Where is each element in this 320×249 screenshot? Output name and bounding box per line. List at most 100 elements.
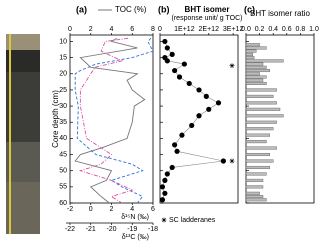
point [162, 190, 168, 196]
y-tick-label: 60 [59, 200, 67, 207]
x-tick-label: 6 [130, 26, 134, 33]
x-tick-label: -19 [127, 226, 137, 233]
bar [245, 195, 264, 199]
x-tick-label: 0.0 [241, 26, 251, 33]
bar [245, 65, 267, 69]
x-tick-label: 4 [130, 206, 134, 213]
x-tick-label: 0.4 [268, 26, 278, 33]
connector-line [162, 41, 224, 200]
core-photo [6, 34, 40, 234]
bar [245, 172, 267, 176]
bar [245, 153, 270, 157]
point [196, 87, 202, 93]
point [159, 184, 166, 190]
bar [245, 127, 274, 131]
y-tick-label: 10 [59, 38, 67, 45]
bar [245, 56, 255, 60]
bar [245, 101, 277, 105]
x-tick-label: 2 [89, 26, 93, 33]
marker [229, 63, 235, 69]
point [172, 142, 178, 148]
y-tick-label: 55 [59, 184, 67, 191]
y-tick-label: 50 [59, 168, 67, 175]
y-tick-label: 35 [59, 119, 67, 126]
point [164, 171, 170, 177]
point [162, 177, 168, 183]
panel-label: (b) [158, 4, 170, 14]
bar [245, 72, 260, 76]
x-tick-label: -21 [86, 226, 96, 233]
x-tick-label: 3E+12 [223, 26, 244, 33]
bar [245, 75, 267, 79]
y-axis-label: Core depth (cm) [51, 90, 60, 148]
bar [245, 140, 267, 144]
bar [245, 88, 277, 92]
y-tick-label: 25 [59, 87, 67, 94]
bar [245, 94, 274, 98]
point [215, 100, 222, 106]
y-tick-label: 30 [59, 103, 67, 110]
bar [245, 159, 274, 163]
bar [245, 114, 284, 118]
bar [245, 185, 264, 189]
marker [229, 158, 235, 164]
bar [245, 198, 267, 202]
panel-label: (c) [244, 4, 255, 14]
plot-frame [245, 34, 315, 204]
x-tick-label: 0.8 [296, 26, 306, 33]
bar [245, 46, 267, 50]
y-tick-label: 45 [59, 151, 67, 158]
legend-label: TOC (%) [115, 5, 147, 14]
x-tick-label: 0.6 [282, 26, 292, 33]
point [181, 61, 187, 67]
x-tick-label: -20 [106, 226, 116, 233]
x-tick-label: 6 [151, 206, 155, 213]
x-tick-label: -18 [148, 226, 158, 233]
point [174, 148, 180, 154]
x-tick-label: 0.2 [255, 26, 265, 33]
bar [245, 120, 277, 124]
bar [245, 165, 270, 169]
y-tick-label: 15 [59, 54, 67, 61]
x-tick-label: 8 [151, 26, 155, 33]
x-tick-label: 4 [110, 26, 114, 33]
bar [245, 43, 260, 47]
point [164, 45, 170, 51]
x-tick-label: 1.0 [309, 26, 319, 33]
bar [245, 49, 257, 53]
point [159, 197, 166, 203]
x-tick-label: 1E+12 [174, 26, 195, 33]
point [176, 74, 183, 80]
point [206, 106, 212, 112]
bar [245, 81, 267, 85]
bar [245, 178, 264, 182]
panel-label: (a) [76, 4, 87, 14]
bar [245, 107, 281, 111]
x-tick-label: -22 [65, 226, 75, 233]
series-line [78, 37, 134, 204]
bar [245, 191, 260, 195]
point [196, 113, 202, 119]
panel-title: BHT isomer ratio [250, 9, 310, 18]
bar [245, 59, 284, 63]
point [189, 122, 195, 129]
point [220, 158, 226, 164]
bar [245, 146, 277, 150]
bar [245, 78, 264, 82]
legend-marker [161, 217, 167, 223]
x-axis-label: δ¹³C (‰) [122, 234, 149, 241]
series-line [74, 37, 146, 204]
bar [245, 62, 264, 66]
bar [245, 69, 270, 73]
point [179, 132, 185, 138]
point [203, 93, 209, 99]
x-tick-label: 0 [89, 206, 93, 213]
plot-frame [69, 34, 154, 204]
point [162, 38, 168, 45]
point [169, 51, 175, 57]
point [186, 80, 192, 87]
point [172, 67, 178, 74]
x-tick-label: 0 [158, 26, 162, 33]
x-tick-label: 2 [110, 206, 114, 213]
